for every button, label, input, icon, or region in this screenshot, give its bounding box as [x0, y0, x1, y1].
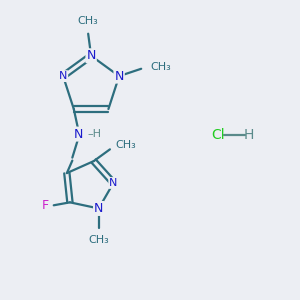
- Text: Cl: Cl: [211, 128, 224, 142]
- Text: N: N: [109, 178, 118, 188]
- Text: CH₃: CH₃: [150, 62, 171, 72]
- Text: CH₃: CH₃: [78, 16, 98, 26]
- Text: N: N: [74, 128, 83, 141]
- Text: CH₃: CH₃: [88, 235, 109, 245]
- Text: N: N: [114, 70, 124, 83]
- Text: F: F: [42, 199, 49, 212]
- Text: H: H: [244, 128, 254, 142]
- Text: –H: –H: [88, 129, 102, 139]
- Text: N: N: [86, 49, 96, 62]
- Text: N: N: [59, 71, 67, 81]
- Text: CH₃: CH₃: [116, 140, 136, 150]
- Text: N: N: [94, 202, 104, 215]
